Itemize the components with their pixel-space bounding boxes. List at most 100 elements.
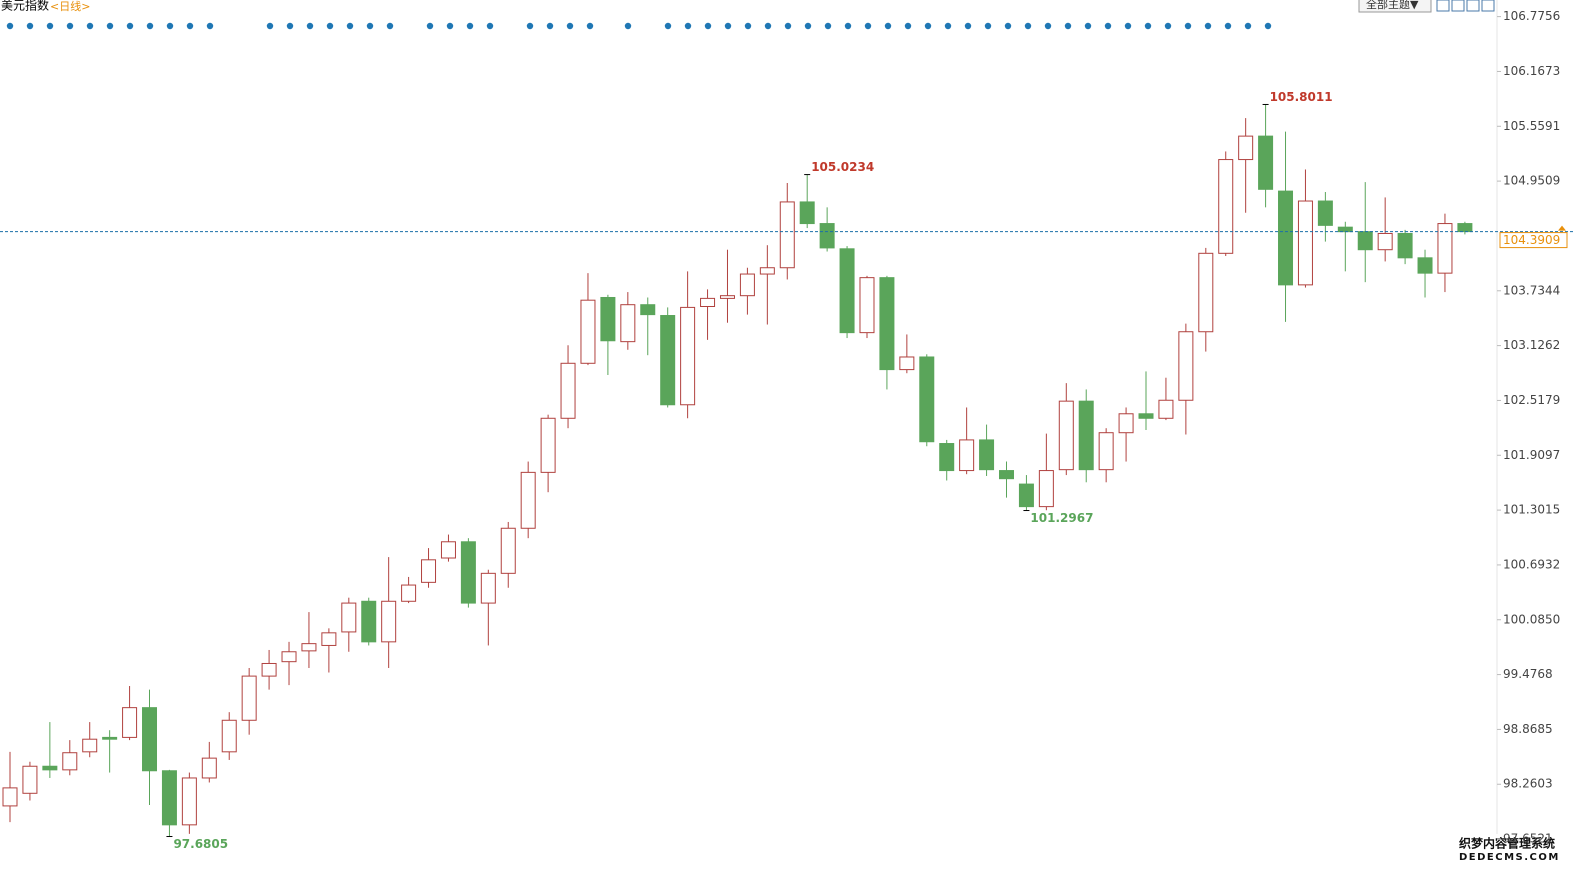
candle-body bbox=[1058, 400, 1074, 471]
candle-body bbox=[1317, 200, 1333, 226]
candle-body bbox=[600, 296, 616, 342]
candle-body bbox=[700, 297, 716, 307]
y-tick-label: 101.9097 bbox=[1503, 448, 1560, 462]
y-tick-label: 99.4768 bbox=[1503, 667, 1553, 681]
dot bbox=[1264, 22, 1272, 30]
dot bbox=[904, 22, 912, 30]
dot bbox=[784, 22, 792, 30]
dot bbox=[684, 22, 692, 30]
dot bbox=[146, 22, 154, 30]
candle-body bbox=[301, 643, 317, 652]
indicator-dots bbox=[6, 22, 1272, 30]
y-tick-label: 98.2603 bbox=[1503, 777, 1553, 791]
theme-button[interactable]: 全部主题▼ bbox=[1366, 0, 1419, 11]
dot bbox=[624, 22, 632, 30]
dot bbox=[186, 22, 194, 30]
dot bbox=[326, 22, 334, 30]
candle-body bbox=[560, 362, 576, 419]
candle-body bbox=[1018, 483, 1034, 508]
dot bbox=[366, 22, 374, 30]
candle-body bbox=[381, 600, 397, 643]
dot bbox=[1104, 22, 1112, 30]
candle-body bbox=[640, 304, 656, 316]
dot bbox=[286, 22, 294, 30]
y-tick-label: 101.3015 bbox=[1503, 503, 1560, 517]
last-price-label: 104.3909 bbox=[1503, 233, 1560, 247]
dot bbox=[864, 22, 872, 30]
candle-body bbox=[421, 559, 437, 583]
candle-body bbox=[201, 757, 217, 779]
candle-body bbox=[321, 632, 337, 646]
candle-body bbox=[460, 541, 476, 604]
candle-body bbox=[181, 777, 197, 826]
candle-body bbox=[1078, 400, 1094, 471]
candle-body bbox=[1357, 231, 1373, 251]
candle-body bbox=[62, 752, 78, 771]
chart-title: 美元指数 bbox=[1, 0, 49, 13]
candle-body bbox=[82, 738, 98, 753]
dot bbox=[1044, 22, 1052, 30]
tool-icon[interactable] bbox=[1451, 0, 1465, 12]
period-label[interactable]: <日线> bbox=[50, 0, 90, 13]
candle-body bbox=[1238, 135, 1254, 161]
candle-body bbox=[859, 277, 875, 334]
y-tick-label: 100.0850 bbox=[1503, 612, 1560, 626]
dot bbox=[824, 22, 832, 30]
candle-body bbox=[680, 306, 696, 406]
dot bbox=[1084, 22, 1092, 30]
dot bbox=[1144, 22, 1152, 30]
candle-body bbox=[1278, 190, 1294, 286]
dot bbox=[1024, 22, 1032, 30]
candle-body bbox=[142, 707, 158, 772]
tool-icon[interactable] bbox=[1466, 0, 1480, 12]
dot bbox=[26, 22, 34, 30]
dot bbox=[964, 22, 972, 30]
candle-body bbox=[1118, 413, 1134, 434]
candle-body bbox=[879, 277, 895, 371]
dot bbox=[924, 22, 932, 30]
y-tick-label: 106.7756 bbox=[1503, 9, 1560, 23]
candle-body bbox=[759, 267, 775, 275]
dot bbox=[486, 22, 494, 30]
candle-body bbox=[401, 584, 417, 602]
dot bbox=[306, 22, 314, 30]
candle-body bbox=[1377, 232, 1393, 251]
candle-body bbox=[361, 600, 377, 643]
dot bbox=[884, 22, 892, 30]
dot bbox=[1164, 22, 1172, 30]
y-tick-label: 105.5591 bbox=[1503, 119, 1560, 133]
theme-button-frame[interactable] bbox=[1358, 0, 1432, 13]
dot bbox=[1064, 22, 1072, 30]
y-tick-label: 106.1673 bbox=[1503, 64, 1560, 78]
candle-body bbox=[500, 527, 516, 574]
watermark-bg bbox=[1455, 834, 1565, 864]
y-tick-label: 97.6521 bbox=[1503, 832, 1553, 846]
candle-body bbox=[1297, 200, 1313, 286]
y-tick-label: 103.7344 bbox=[1503, 283, 1560, 297]
last-price-arrow bbox=[1558, 225, 1566, 231]
candle-body bbox=[580, 299, 596, 364]
dot bbox=[1244, 22, 1252, 30]
dot bbox=[446, 22, 454, 30]
dot bbox=[744, 22, 752, 30]
toolbar: 全部主题▼ bbox=[1358, 0, 1495, 13]
candle-body bbox=[999, 470, 1014, 480]
dot bbox=[586, 22, 594, 30]
dot bbox=[1224, 22, 1232, 30]
candle-body bbox=[1258, 135, 1274, 190]
candle-body bbox=[540, 417, 556, 473]
candle-body bbox=[122, 707, 138, 738]
high-label: 105.8011 bbox=[1270, 90, 1333, 104]
candle-body bbox=[1457, 223, 1473, 233]
dot bbox=[944, 22, 952, 30]
candle-body bbox=[22, 765, 38, 794]
tool-icon[interactable] bbox=[1481, 0, 1495, 12]
candle-body bbox=[620, 304, 636, 343]
dot bbox=[46, 22, 54, 30]
y-tick-label: 103.1262 bbox=[1503, 338, 1560, 352]
low-label: 101.2967 bbox=[1030, 511, 1093, 525]
dot bbox=[1184, 22, 1192, 30]
dot bbox=[166, 22, 174, 30]
tool-icon[interactable] bbox=[1436, 0, 1450, 12]
